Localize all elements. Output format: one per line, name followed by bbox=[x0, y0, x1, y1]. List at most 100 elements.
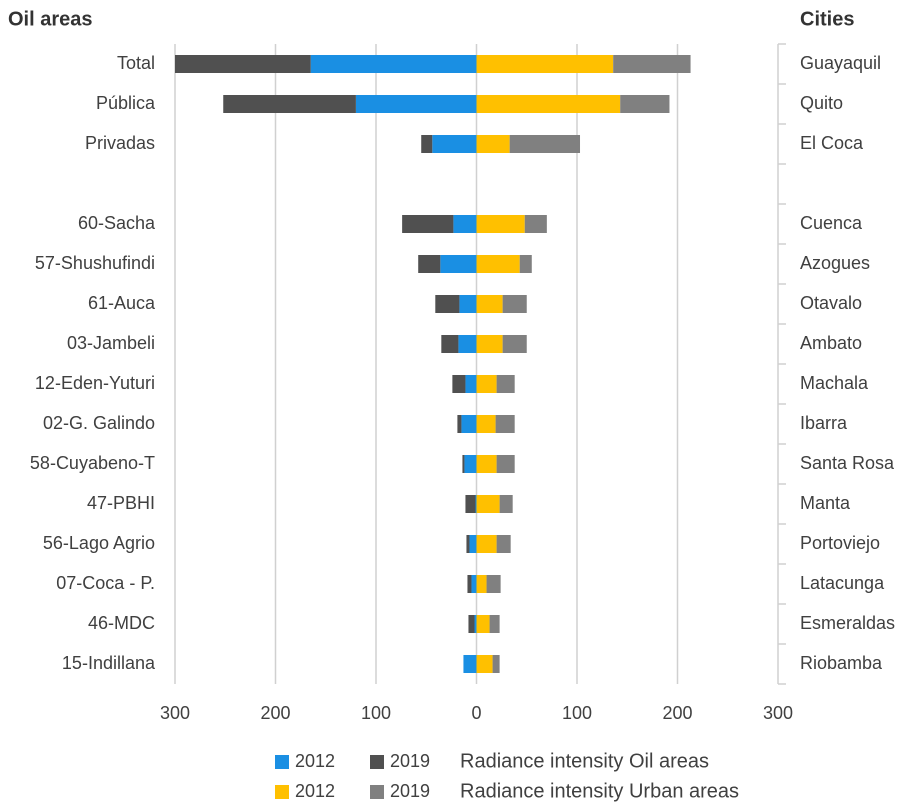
bar-segment bbox=[466, 535, 470, 553]
bar-segment bbox=[509, 135, 581, 153]
category-label: Santa Rosa bbox=[800, 453, 895, 473]
bar-segment bbox=[476, 135, 510, 153]
category-label: Portoviejo bbox=[800, 533, 880, 553]
bar-segment bbox=[496, 455, 515, 473]
bar-segment bbox=[453, 215, 477, 233]
bar-segment bbox=[310, 55, 477, 73]
category-label: 47-PBHI bbox=[87, 493, 155, 513]
bar-segment bbox=[469, 535, 477, 553]
bar-segment bbox=[175, 55, 311, 73]
bar-segment bbox=[465, 375, 477, 393]
legend-label: 2019 bbox=[390, 751, 430, 771]
bar-segment bbox=[435, 295, 460, 313]
bar-segment bbox=[524, 215, 547, 233]
bar-segment bbox=[441, 335, 459, 353]
bar-segment bbox=[476, 615, 490, 633]
bar-segment bbox=[458, 335, 477, 353]
x-tick-label: 0 bbox=[471, 703, 481, 723]
category-label: Ibarra bbox=[800, 413, 848, 433]
bar-segment bbox=[502, 295, 527, 313]
bar-segment bbox=[502, 335, 527, 353]
bar-segment bbox=[496, 375, 515, 393]
bar-segment bbox=[421, 135, 433, 153]
bar-segment bbox=[476, 55, 614, 73]
bar-segment bbox=[355, 95, 477, 113]
bar-segment bbox=[463, 655, 477, 673]
bar-segment bbox=[474, 615, 477, 633]
bar-segment bbox=[620, 95, 670, 113]
bar-segment bbox=[223, 95, 356, 113]
legend-label: 2012 bbox=[295, 751, 335, 771]
category-label: Cuenca bbox=[800, 213, 863, 233]
bar-segment bbox=[476, 415, 496, 433]
bar-segment bbox=[476, 295, 503, 313]
legend-group-label: Radiance intensity Urban areas bbox=[460, 780, 739, 802]
bar-segment bbox=[476, 455, 497, 473]
category-label: El Coca bbox=[800, 133, 864, 153]
category-label: 56-Lago Agrio bbox=[43, 533, 155, 553]
x-tick-label: 200 bbox=[662, 703, 692, 723]
bar-segment bbox=[418, 255, 441, 273]
category-label: 15-Indillana bbox=[62, 653, 156, 673]
category-label: Otavalo bbox=[800, 293, 862, 313]
category-label: Quito bbox=[800, 93, 843, 113]
category-label: Azogues bbox=[800, 253, 870, 273]
category-label: Total bbox=[117, 53, 155, 73]
bar-segment bbox=[496, 535, 511, 553]
legend-label: 2019 bbox=[390, 781, 430, 801]
x-tick-label: 300 bbox=[160, 703, 190, 723]
category-label: Manta bbox=[800, 493, 851, 513]
category-label: Esmeraldas bbox=[800, 613, 895, 633]
bar-segment bbox=[476, 535, 497, 553]
bar-segment bbox=[492, 655, 500, 673]
bar-segment bbox=[452, 375, 466, 393]
bar-segment bbox=[471, 575, 477, 593]
bar-segment bbox=[440, 255, 477, 273]
bar-segment bbox=[461, 415, 477, 433]
bar-segment bbox=[519, 255, 532, 273]
category-label: Riobamba bbox=[800, 653, 883, 673]
bar-segment bbox=[464, 455, 477, 473]
bar-segment bbox=[459, 295, 477, 313]
bar-segment bbox=[486, 575, 501, 593]
bar-segment bbox=[476, 655, 493, 673]
legend-group-label: Radiance intensity Oil areas bbox=[460, 750, 709, 772]
category-label: Machala bbox=[800, 373, 869, 393]
legend-swatch bbox=[275, 755, 289, 769]
left-header: Oil areas bbox=[8, 8, 93, 30]
bar-segment bbox=[475, 495, 477, 513]
bar-segment bbox=[457, 415, 462, 433]
category-label: 57-Shushufindi bbox=[35, 253, 155, 273]
category-label: 02-G. Galindo bbox=[43, 413, 155, 433]
x-tick-label: 200 bbox=[260, 703, 290, 723]
bar-segment bbox=[476, 335, 503, 353]
x-tick-label: 100 bbox=[361, 703, 391, 723]
category-label: Privadas bbox=[85, 133, 155, 153]
category-label: Guayaquil bbox=[800, 53, 881, 73]
bar-segment bbox=[402, 215, 454, 233]
bar-segment bbox=[465, 495, 476, 513]
legend-label: 2012 bbox=[295, 781, 335, 801]
category-label: 03-Jambeli bbox=[67, 333, 155, 353]
bar-segment bbox=[462, 455, 465, 473]
bar-segment bbox=[476, 375, 497, 393]
bar-segment bbox=[613, 55, 691, 73]
legend-swatch bbox=[370, 755, 384, 769]
x-tick-label: 300 bbox=[763, 703, 793, 723]
category-label: 46-MDC bbox=[88, 613, 155, 633]
category-label: Latacunga bbox=[800, 573, 885, 593]
bar-segment bbox=[495, 415, 515, 433]
x-tick-label: 100 bbox=[562, 703, 592, 723]
bar-segment bbox=[476, 495, 500, 513]
bar-segment bbox=[468, 615, 475, 633]
bar-segment bbox=[476, 215, 525, 233]
bar-segment bbox=[476, 575, 487, 593]
legend-swatch bbox=[275, 785, 289, 799]
legend-swatch bbox=[370, 785, 384, 799]
bar-segment bbox=[476, 255, 520, 273]
category-label: 61-Auca bbox=[88, 293, 156, 313]
category-label: 58-Cuyabeno-T bbox=[30, 453, 155, 473]
bar-segment bbox=[467, 575, 472, 593]
right-header: Cities bbox=[800, 8, 854, 30]
category-label: 12-Eden-Yuturi bbox=[35, 373, 155, 393]
